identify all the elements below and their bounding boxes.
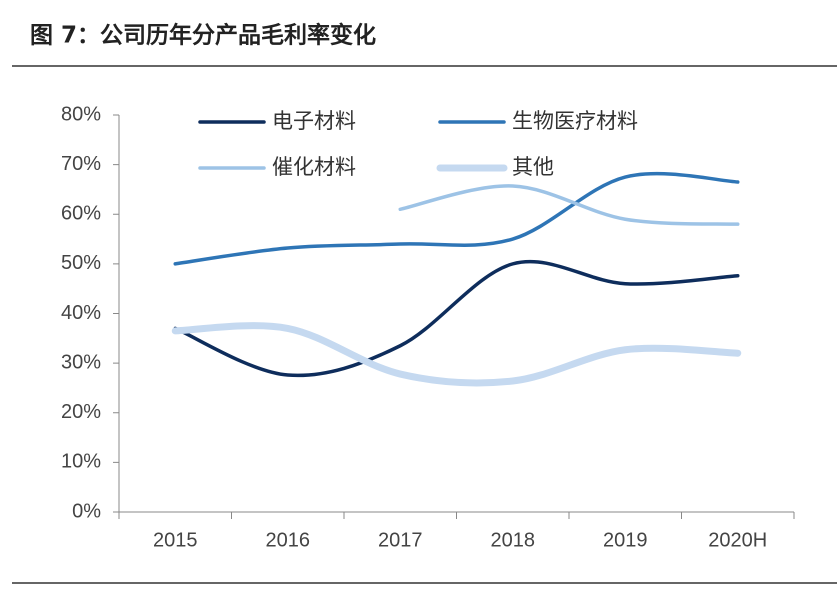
series-line	[173, 171, 740, 266]
y-tick-label: 80%	[61, 103, 101, 125]
y-tick-label: 70%	[61, 153, 101, 175]
legend-label: 生物医疗材料	[512, 109, 638, 133]
y-tick-label: 0%	[72, 500, 101, 522]
y-tick-label: 10%	[61, 451, 101, 473]
series-line	[173, 259, 740, 378]
series-line	[398, 184, 740, 226]
x-tick-label: 2016	[266, 529, 311, 551]
y-tick-label: 50%	[61, 252, 101, 274]
legend-label: 其他	[512, 155, 554, 179]
chart-title: 图 7：公司历年分产品毛利率变化	[30, 22, 376, 49]
x-tick-label: 2018	[491, 529, 536, 551]
series-line	[171, 322, 742, 387]
legend-label: 电子材料	[272, 109, 356, 133]
y-tick-label: 20%	[61, 401, 101, 423]
y-tick-label: 60%	[61, 203, 101, 225]
legend-label: 催化材料	[272, 155, 356, 179]
y-tick-label: 40%	[61, 302, 101, 324]
x-tick-label: 2017	[378, 529, 423, 551]
x-tick-label: 2015	[153, 529, 198, 551]
x-tick-label: 2020H	[708, 529, 767, 551]
x-tick-label: 2019	[603, 529, 648, 551]
y-tick-label: 30%	[61, 351, 101, 373]
